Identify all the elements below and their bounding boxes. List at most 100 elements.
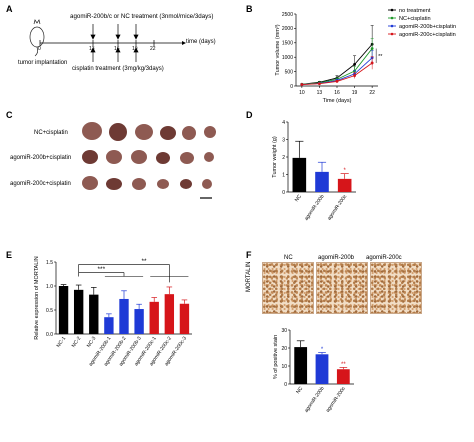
ihc-image-agomir200c: [370, 262, 422, 314]
legend-marker: [390, 24, 394, 28]
tumor-row-nc: [82, 122, 216, 141]
bar: [89, 294, 99, 334]
y-axis-label: % of positive stain: [273, 335, 279, 379]
legend-marker: [390, 8, 394, 12]
x-tick-label: NC-2: [71, 336, 83, 349]
data-point: [300, 83, 304, 86]
timeline-ticks: [39, 40, 155, 46]
y-tick-label: 0: [282, 190, 285, 196]
ihc-header-agomir200c: agomiR-200c: [366, 255, 402, 261]
tumor-row-agomir200c: [82, 176, 212, 190]
x-tick-label: NC-1: [56, 336, 68, 349]
row-label-nc-cisplatin: NC+cisplatin: [34, 130, 68, 136]
x-tick-label: 22: [369, 90, 375, 96]
row-label-agomir200c-cisplatin: agomiR-200c+cisplatin: [10, 181, 71, 187]
y-tick-label: 1000: [282, 55, 293, 61]
x-tick-label: agomiR-200b: [303, 386, 325, 414]
timeline-tick-22: 22: [150, 46, 156, 52]
bar: [119, 298, 129, 334]
y-tick-label: 1.5: [46, 260, 53, 266]
x-axis-label: Time (days): [323, 98, 352, 104]
bar: [294, 347, 308, 384]
bar: [336, 369, 350, 384]
bar: [104, 317, 114, 334]
panel-a-timeline: [29, 19, 186, 62]
panel-label-c: C: [6, 110, 13, 120]
x-tick-label: NC: [295, 385, 304, 395]
tumor-implantation-label: tumor implantation: [18, 60, 68, 66]
y-tick-label: 0.0: [46, 332, 53, 338]
data-point: [370, 47, 374, 50]
timeline-arrowhead: [182, 41, 186, 45]
treatment-arrows: [90, 24, 139, 62]
y-tick-label: 500: [285, 69, 294, 75]
significance-label: *: [321, 347, 324, 353]
x-tick-label: NC-3: [86, 336, 98, 349]
y-axis-label: Tumor volume (mm³): [275, 24, 281, 75]
timeline-tick-19: 19: [132, 46, 138, 52]
x-tick-label: 19: [352, 90, 358, 96]
y-tick-label: 2: [282, 155, 285, 161]
significance-label: **: [141, 258, 147, 265]
timeline-tick-0: 0: [38, 46, 41, 52]
panel-label-a: A: [6, 4, 13, 14]
bar: [164, 294, 175, 334]
y-axis-label: Relative expression of MORTALIN: [34, 256, 40, 340]
y-tick-label: 1: [282, 172, 285, 178]
y-tick-label: 0: [284, 382, 287, 388]
legend-label: agomiR-200c+cisplatin: [399, 32, 456, 38]
x-tick-label: 16: [334, 90, 340, 96]
mouse-icon: [29, 19, 45, 57]
panel-label-f: F: [246, 250, 252, 260]
y-tick-label: 0: [290, 84, 293, 90]
significance-label: **: [378, 54, 383, 60]
data-point: [318, 82, 321, 86]
tumor-photo: [82, 122, 216, 199]
significance-label: *: [343, 168, 346, 174]
panel-label-e: E: [6, 250, 13, 260]
row-label-agomir200b-cisplatin: agomiR-200b+cisplatin: [10, 155, 72, 161]
ihc-image-agomir200b: [316, 262, 368, 314]
x-tick-label: agomiR-200c: [325, 385, 347, 413]
timeline-tick-13: 13: [89, 46, 95, 52]
panel-label-d: D: [246, 110, 253, 120]
y-tick-label: 3: [282, 137, 285, 143]
legend-marker: [390, 32, 394, 36]
ihc-header-nc: NC: [284, 255, 293, 261]
y-tick-label: 2000: [282, 26, 293, 32]
bar: [134, 309, 144, 334]
y-tick-label: 0.5: [46, 308, 53, 314]
bar: [58, 286, 69, 334]
timeline-tick-16: 16: [114, 46, 120, 52]
x-tick-label: 13: [317, 90, 323, 96]
legend-label: NC+cisplatin: [399, 16, 431, 22]
legend-label: agomiR-200b+cisplatin: [399, 24, 456, 30]
x-tick-label: NC: [294, 193, 303, 203]
bar: [73, 289, 84, 334]
data-point: [353, 63, 356, 66]
y-tick-label: 1500: [282, 41, 293, 47]
bar: [315, 354, 329, 384]
x-tick-label: 10: [299, 90, 305, 96]
legend-label: no treatment: [399, 8, 431, 14]
bar: [292, 157, 307, 192]
bar: [315, 171, 329, 192]
data-point: [335, 79, 339, 83]
y-tick-label: 10: [281, 364, 287, 370]
significance-label: **: [341, 362, 346, 368]
y-axis-label: Tumor weight (g): [272, 136, 278, 178]
y-tick-label: 20: [281, 346, 287, 352]
legend-marker: [390, 16, 394, 20]
cisplatin-treatment-label: cisplatin treatment (3mg/kg/3days): [72, 66, 164, 72]
tumor-volume-line-chart: 0 500 1000 1500 2000 2500 10 13 16 19 22 Time (days…: [275, 8, 456, 104]
y-tick-label: 30: [281, 328, 287, 334]
bar: [179, 303, 190, 334]
y-tick-label: 1.0: [46, 284, 53, 290]
treatment-text: agomiR-200b/c or NC treatment (3nmol/mic…: [70, 13, 214, 20]
data-point: [353, 74, 356, 78]
tumor-row-agomir200b: [82, 150, 214, 164]
panel-label-b: B: [246, 4, 253, 14]
data-point: [370, 61, 374, 65]
